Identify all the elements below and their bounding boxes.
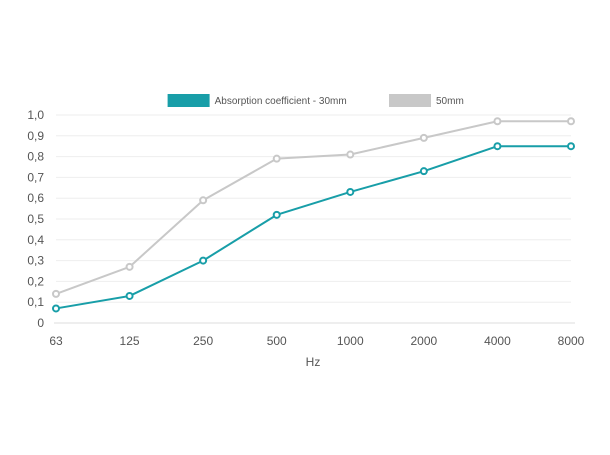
grid (56, 114, 571, 303)
y-tick-label: 1,0 (27, 108, 44, 122)
y-tick-label: 0 (37, 316, 44, 330)
x-tick-label: 125 (120, 334, 140, 348)
y-tick-label: 0,1 (27, 295, 44, 309)
data-point[interactable] (199, 196, 208, 205)
x-tick-label: 8000 (558, 334, 585, 348)
x-tick-label: 63 (49, 334, 63, 348)
x-tick-label: 1000 (337, 334, 364, 348)
data-point[interactable] (272, 210, 281, 219)
data-point[interactable] (199, 256, 208, 265)
y-axis: 0 0,1 0,2 0,3 0,4 0,5 0,6 0,7 0,8 0,9 1,0 (27, 108, 44, 330)
legend-label: Absorption coefficient - 30mm (215, 96, 347, 107)
x-tick-label: 500 (267, 334, 287, 348)
y-tick-label: 0,3 (27, 254, 44, 268)
series-layer (52, 117, 575, 313)
x-axis-title: Hz (306, 355, 321, 369)
legend-swatch (389, 94, 431, 107)
legend-label: 50mm (436, 96, 464, 107)
data-point[interactable] (125, 262, 134, 271)
data-point[interactable] (567, 117, 575, 126)
legend-swatch (167, 94, 210, 107)
y-tick-label: 0,6 (27, 191, 44, 205)
x-tick-label: 2000 (411, 334, 438, 348)
x-axis: 63 125 250 500 1000 2000 4000 8000 (49, 322, 585, 348)
data-point[interactable] (493, 142, 502, 151)
data-point[interactable] (52, 289, 60, 298)
series-2 (52, 117, 575, 298)
data-point[interactable] (272, 154, 281, 163)
legend-item[interactable]: 50mm (389, 94, 464, 107)
data-point[interactable] (346, 150, 355, 159)
y-tick-label: 0,4 (27, 233, 44, 247)
series-line (55, 145, 571, 310)
data-point[interactable] (493, 117, 502, 126)
data-point[interactable] (346, 187, 355, 196)
series-line (55, 120, 571, 295)
y-tick-label: 0,9 (27, 129, 44, 143)
y-tick-label: 0,2 (27, 274, 44, 288)
legend: Absorption coefficient - 30mm 50mm (167, 94, 464, 107)
x-tick-label: 250 (193, 334, 213, 348)
data-point[interactable] (125, 291, 134, 300)
series-1 (52, 142, 575, 313)
y-tick-label: 0,5 (27, 212, 44, 226)
data-point[interactable] (52, 304, 60, 313)
data-point[interactable] (567, 142, 575, 151)
legend-item[interactable]: Absorption coefficient - 30mm (167, 94, 347, 107)
y-tick-label: 0,7 (27, 170, 44, 184)
data-point[interactable] (419, 167, 428, 176)
x-tick-label: 4000 (484, 334, 511, 348)
data-point[interactable] (419, 133, 428, 142)
y-tick-label: 0,8 (27, 150, 44, 164)
